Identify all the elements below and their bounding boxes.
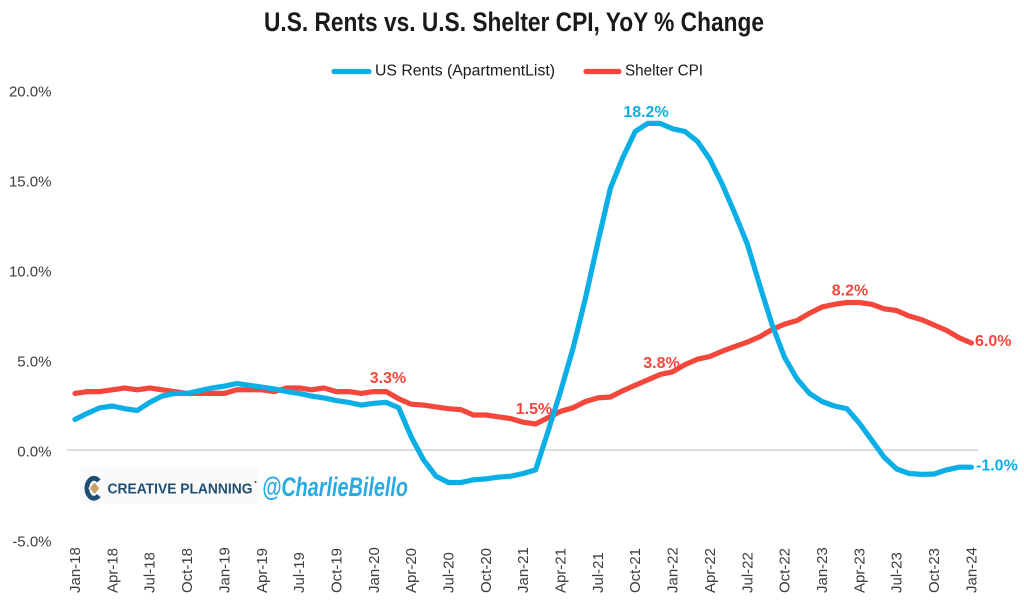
svg-text:0.0%: 0.0% <box>17 443 51 460</box>
svg-text:CREATIVE PLANNING: CREATIVE PLANNING <box>108 481 253 498</box>
svg-text:Jul-21: Jul-21 <box>590 552 607 593</box>
svg-text:-5.0%: -5.0% <box>12 533 51 550</box>
svg-text:Oct-22: Oct-22 <box>777 548 794 593</box>
svg-text:Jan-21: Jan-21 <box>515 547 532 593</box>
svg-text:US Rents (ApartmentList): US Rents (ApartmentList) <box>375 63 555 80</box>
svg-text:Jan-20: Jan-20 <box>366 547 383 593</box>
svg-text:Jan-18: Jan-18 <box>67 547 84 593</box>
svg-text:3.3%: 3.3% <box>370 370 406 387</box>
svg-text:Jan-19: Jan-19 <box>216 547 233 593</box>
svg-text:15.0%: 15.0% <box>9 173 52 190</box>
svg-text:Apr-22: Apr-22 <box>702 548 719 593</box>
svg-text:1.5%: 1.5% <box>516 401 552 418</box>
svg-text:Jul-18: Jul-18 <box>142 552 159 593</box>
svg-text:Oct-20: Oct-20 <box>478 548 495 593</box>
svg-text:Jul-19: Jul-19 <box>291 552 308 593</box>
svg-text:Oct-21: Oct-21 <box>627 548 644 593</box>
svg-text:@CharlieBilello: @CharlieBilello <box>262 472 408 502</box>
svg-text:Oct-18: Oct-18 <box>179 548 196 593</box>
svg-text:Apr-20: Apr-20 <box>403 548 420 593</box>
svg-text:Oct-23: Oct-23 <box>926 548 943 593</box>
svg-text:10.0%: 10.0% <box>9 263 52 280</box>
svg-text:Jan-23: Jan-23 <box>814 547 831 593</box>
svg-text:3.8%: 3.8% <box>643 355 679 372</box>
svg-text:-1.0%: -1.0% <box>976 458 1018 475</box>
svg-text:Apr-23: Apr-23 <box>851 548 868 593</box>
svg-text:Jan-22: Jan-22 <box>665 547 682 593</box>
svg-text:Apr-21: Apr-21 <box>553 548 570 593</box>
svg-text:6.0%: 6.0% <box>975 333 1011 350</box>
svg-text:Jul-23: Jul-23 <box>889 552 906 593</box>
svg-text:U.S. Rents vs. U.S. Shelter CP: U.S. Rents vs. U.S. Shelter CPI, YoY % C… <box>264 7 764 37</box>
svg-text:Jul-22: Jul-22 <box>739 552 756 593</box>
svg-text:Shelter CPI: Shelter CPI <box>625 63 703 80</box>
svg-text:5.0%: 5.0% <box>17 353 51 370</box>
svg-text:20.0%: 20.0% <box>9 83 52 100</box>
svg-text:Jul-20: Jul-20 <box>441 552 458 593</box>
svg-text:Apr-19: Apr-19 <box>254 548 271 593</box>
svg-text:Apr-18: Apr-18 <box>104 548 121 593</box>
svg-text:Jan-24: Jan-24 <box>963 547 980 593</box>
svg-text:18.2%: 18.2% <box>623 104 668 121</box>
svg-text:Oct-19: Oct-19 <box>328 548 345 593</box>
svg-text:8.2%: 8.2% <box>832 283 868 300</box>
